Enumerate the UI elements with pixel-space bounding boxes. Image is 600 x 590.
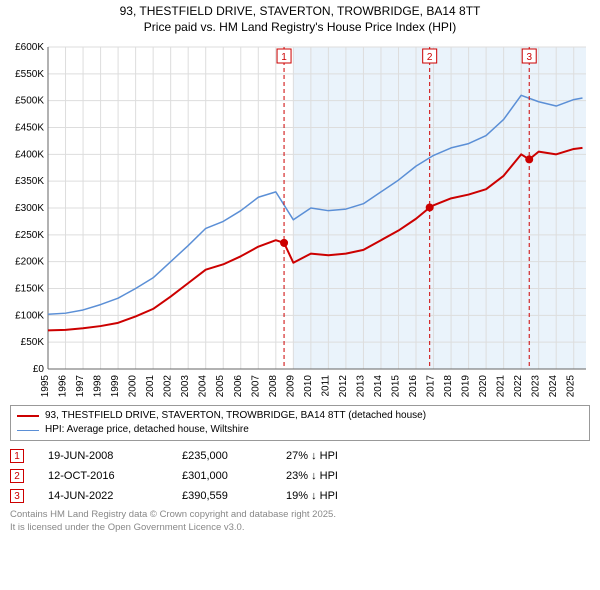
svg-text:2009: 2009: [285, 375, 296, 398]
svg-text:2011: 2011: [320, 375, 331, 397]
legend: 93, THESTFIELD DRIVE, STAVERTON, TROWBRI…: [10, 405, 590, 441]
svg-text:£500K: £500K: [15, 96, 44, 107]
svg-text:2014: 2014: [373, 375, 384, 398]
footer-line-1: Contains HM Land Registry data © Crown c…: [10, 509, 590, 521]
event-price: £301,000: [182, 470, 262, 482]
svg-text:£200K: £200K: [15, 257, 44, 268]
event-marker-number: 1: [14, 451, 20, 462]
svg-text:1997: 1997: [75, 375, 86, 398]
svg-text:2007: 2007: [250, 375, 261, 398]
svg-text:£450K: £450K: [15, 123, 44, 134]
legend-row: 93, THESTFIELD DRIVE, STAVERTON, TROWBRI…: [17, 409, 583, 423]
svg-text:£350K: £350K: [15, 176, 44, 187]
event-date: 12-OCT-2016: [48, 470, 158, 482]
legend-label: 93, THESTFIELD DRIVE, STAVERTON, TROWBRI…: [45, 409, 426, 423]
svg-text:2012: 2012: [338, 375, 349, 398]
svg-text:£50K: £50K: [21, 337, 45, 348]
svg-text:2024: 2024: [548, 375, 559, 398]
svg-text:£400K: £400K: [15, 150, 44, 161]
svg-text:2000: 2000: [128, 375, 139, 398]
event-price: £390,559: [182, 490, 262, 502]
svg-text:2001: 2001: [145, 375, 156, 398]
svg-text:2006: 2006: [233, 375, 244, 398]
chart-svg: £0 £50K £100K £150K £200K £250K £300K £350K £400…: [8, 39, 592, 399]
svg-text:2020: 2020: [478, 375, 489, 398]
svg-text:2017: 2017: [426, 375, 437, 398]
event-row: 1 19-JUN-2008 £235,000 27% ↓ HPI: [10, 449, 590, 463]
svg-text:£600K: £600K: [15, 42, 44, 53]
event-date: 19-JUN-2008: [48, 450, 158, 462]
title-line-1: 93, THESTFIELD DRIVE, STAVERTON, TROWBRI…: [8, 4, 592, 20]
event-price: £235,000: [182, 450, 262, 462]
legend-label: HPI: Average price, detached house, Wilt…: [45, 423, 249, 437]
svg-text:1998: 1998: [93, 375, 104, 398]
title-line-2: Price paid vs. HM Land Registry's House …: [8, 20, 592, 36]
footer-line-2: It is licensed under the Open Government…: [10, 522, 590, 534]
svg-text:£550K: £550K: [15, 69, 44, 80]
event-marker-icon: 2: [10, 469, 24, 483]
svg-text:2004: 2004: [198, 375, 209, 398]
svg-text:1999: 1999: [110, 375, 121, 398]
svg-text:2016: 2016: [408, 375, 419, 398]
svg-text:1996: 1996: [58, 375, 69, 398]
svg-text:2002: 2002: [163, 375, 174, 398]
svg-text:£250K: £250K: [15, 230, 44, 241]
svg-text:1995: 1995: [40, 375, 51, 398]
svg-text:2005: 2005: [215, 375, 226, 398]
svg-text:£100K: £100K: [15, 311, 44, 322]
svg-text:2013: 2013: [355, 375, 366, 398]
svg-text:2019: 2019: [461, 375, 472, 398]
event-row: 3 14-JUN-2022 £390,559 19% ↓ HPI: [10, 489, 590, 503]
svg-text:2015: 2015: [390, 375, 401, 398]
chart-container: 93, THESTFIELD DRIVE, STAVERTON, TROWBRI…: [0, 0, 600, 540]
event-diff: 19% ↓ HPI: [286, 490, 338, 502]
event-date: 14-JUN-2022: [48, 490, 158, 502]
event-marker-icon: 3: [10, 489, 24, 503]
title-block: 93, THESTFIELD DRIVE, STAVERTON, TROWBRI…: [8, 4, 592, 35]
svg-text:1: 1: [281, 52, 287, 63]
svg-text:2: 2: [427, 52, 433, 63]
legend-swatch: [17, 415, 39, 417]
event-marker-number: 3: [14, 491, 20, 502]
svg-text:2008: 2008: [268, 375, 279, 398]
svg-text:£150K: £150K: [15, 284, 44, 295]
svg-text:3: 3: [526, 52, 532, 63]
event-diff: 27% ↓ HPI: [286, 450, 338, 462]
event-marker-icon: 1: [10, 449, 24, 463]
svg-text:2021: 2021: [496, 375, 507, 398]
chart: £0 £50K £100K £150K £200K £250K £300K £350K £400…: [8, 39, 592, 399]
footer: Contains HM Land Registry data © Crown c…: [10, 509, 590, 534]
svg-text:2022: 2022: [513, 375, 524, 398]
event-diff: 23% ↓ HPI: [286, 470, 338, 482]
events-table: 1 19-JUN-2008 £235,000 27% ↓ HPI 2 12-OC…: [10, 449, 590, 503]
svg-text:2023: 2023: [531, 375, 542, 398]
svg-text:2010: 2010: [303, 375, 314, 398]
legend-swatch: [17, 430, 39, 431]
svg-text:£300K: £300K: [15, 203, 44, 214]
svg-text:£0: £0: [33, 364, 45, 375]
svg-text:2018: 2018: [443, 375, 454, 398]
event-row: 2 12-OCT-2016 £301,000 23% ↓ HPI: [10, 469, 590, 483]
svg-text:2025: 2025: [566, 375, 577, 398]
svg-text:2003: 2003: [180, 375, 191, 398]
legend-row: HPI: Average price, detached house, Wilt…: [17, 423, 583, 437]
event-marker-number: 2: [14, 471, 20, 482]
